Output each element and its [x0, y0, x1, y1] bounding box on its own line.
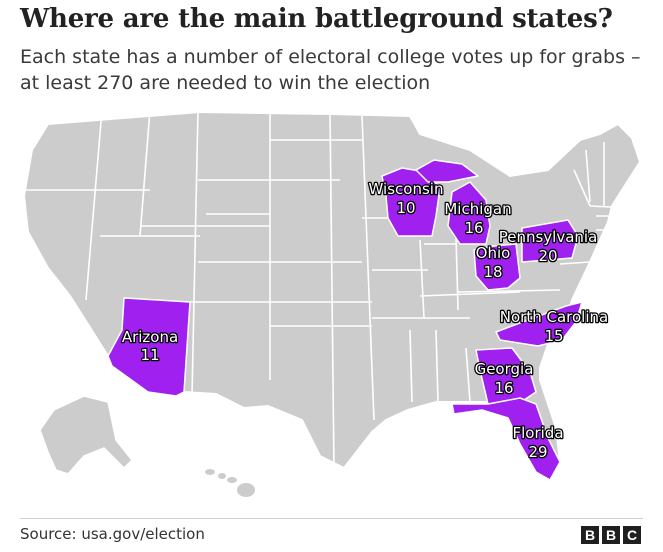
alaska-shape [39, 395, 134, 475]
label-ohio-votes: 18 [483, 263, 502, 281]
bbc-logo: B B C [581, 526, 641, 544]
label-arizona-name: Arizona [122, 328, 178, 346]
state-michigan-upper-shape [415, 159, 479, 183]
state-pennsylvania-shape [521, 219, 579, 263]
label-arizona-votes: 11 [140, 346, 159, 364]
base-map [23, 111, 641, 481]
bbc-logo-letter: C [623, 526, 641, 544]
label-north-carolina-votes: 15 [544, 327, 563, 345]
state-arizona-shape [107, 297, 191, 397]
state-michigan-shape [447, 181, 491, 245]
map-subtitle: Each state has a number of electoral col… [20, 46, 641, 94]
label-georgia-votes: 16 [494, 379, 513, 397]
label-pennsylvania-name: Pennsylvania [499, 228, 598, 246]
label-michigan-votes: 16 [464, 219, 483, 237]
source-note: Source: usa.gov/election [20, 525, 205, 543]
map-title: Where are the main battleground states? [20, 4, 613, 34]
label-michigan-name: Michigan [444, 200, 511, 218]
label-florida-votes: 29 [528, 443, 547, 461]
state-north-carolina-shape [495, 301, 583, 347]
state-wisconsin-shape [381, 167, 441, 237]
hawaii-shape [205, 469, 255, 497]
label-pennsylvania-votes: 20 [538, 247, 557, 265]
bbc-logo-letter: B [602, 526, 620, 544]
label-georgia-name: Georgia [475, 360, 534, 378]
label-ohio-name: Ohio [476, 244, 511, 262]
label-wisconsin-name: Wisconsin [369, 180, 444, 198]
footer-divider [20, 518, 643, 519]
label-wisconsin-votes: 10 [396, 199, 415, 217]
label-north-carolina-name: North Carolina [500, 308, 608, 326]
label-florida-name: Florida [512, 424, 563, 442]
bbc-logo-letter: B [581, 526, 599, 544]
state-georgia-shape [475, 347, 537, 405]
state-florida-shape [451, 397, 561, 481]
state-ohio-shape [473, 243, 521, 291]
